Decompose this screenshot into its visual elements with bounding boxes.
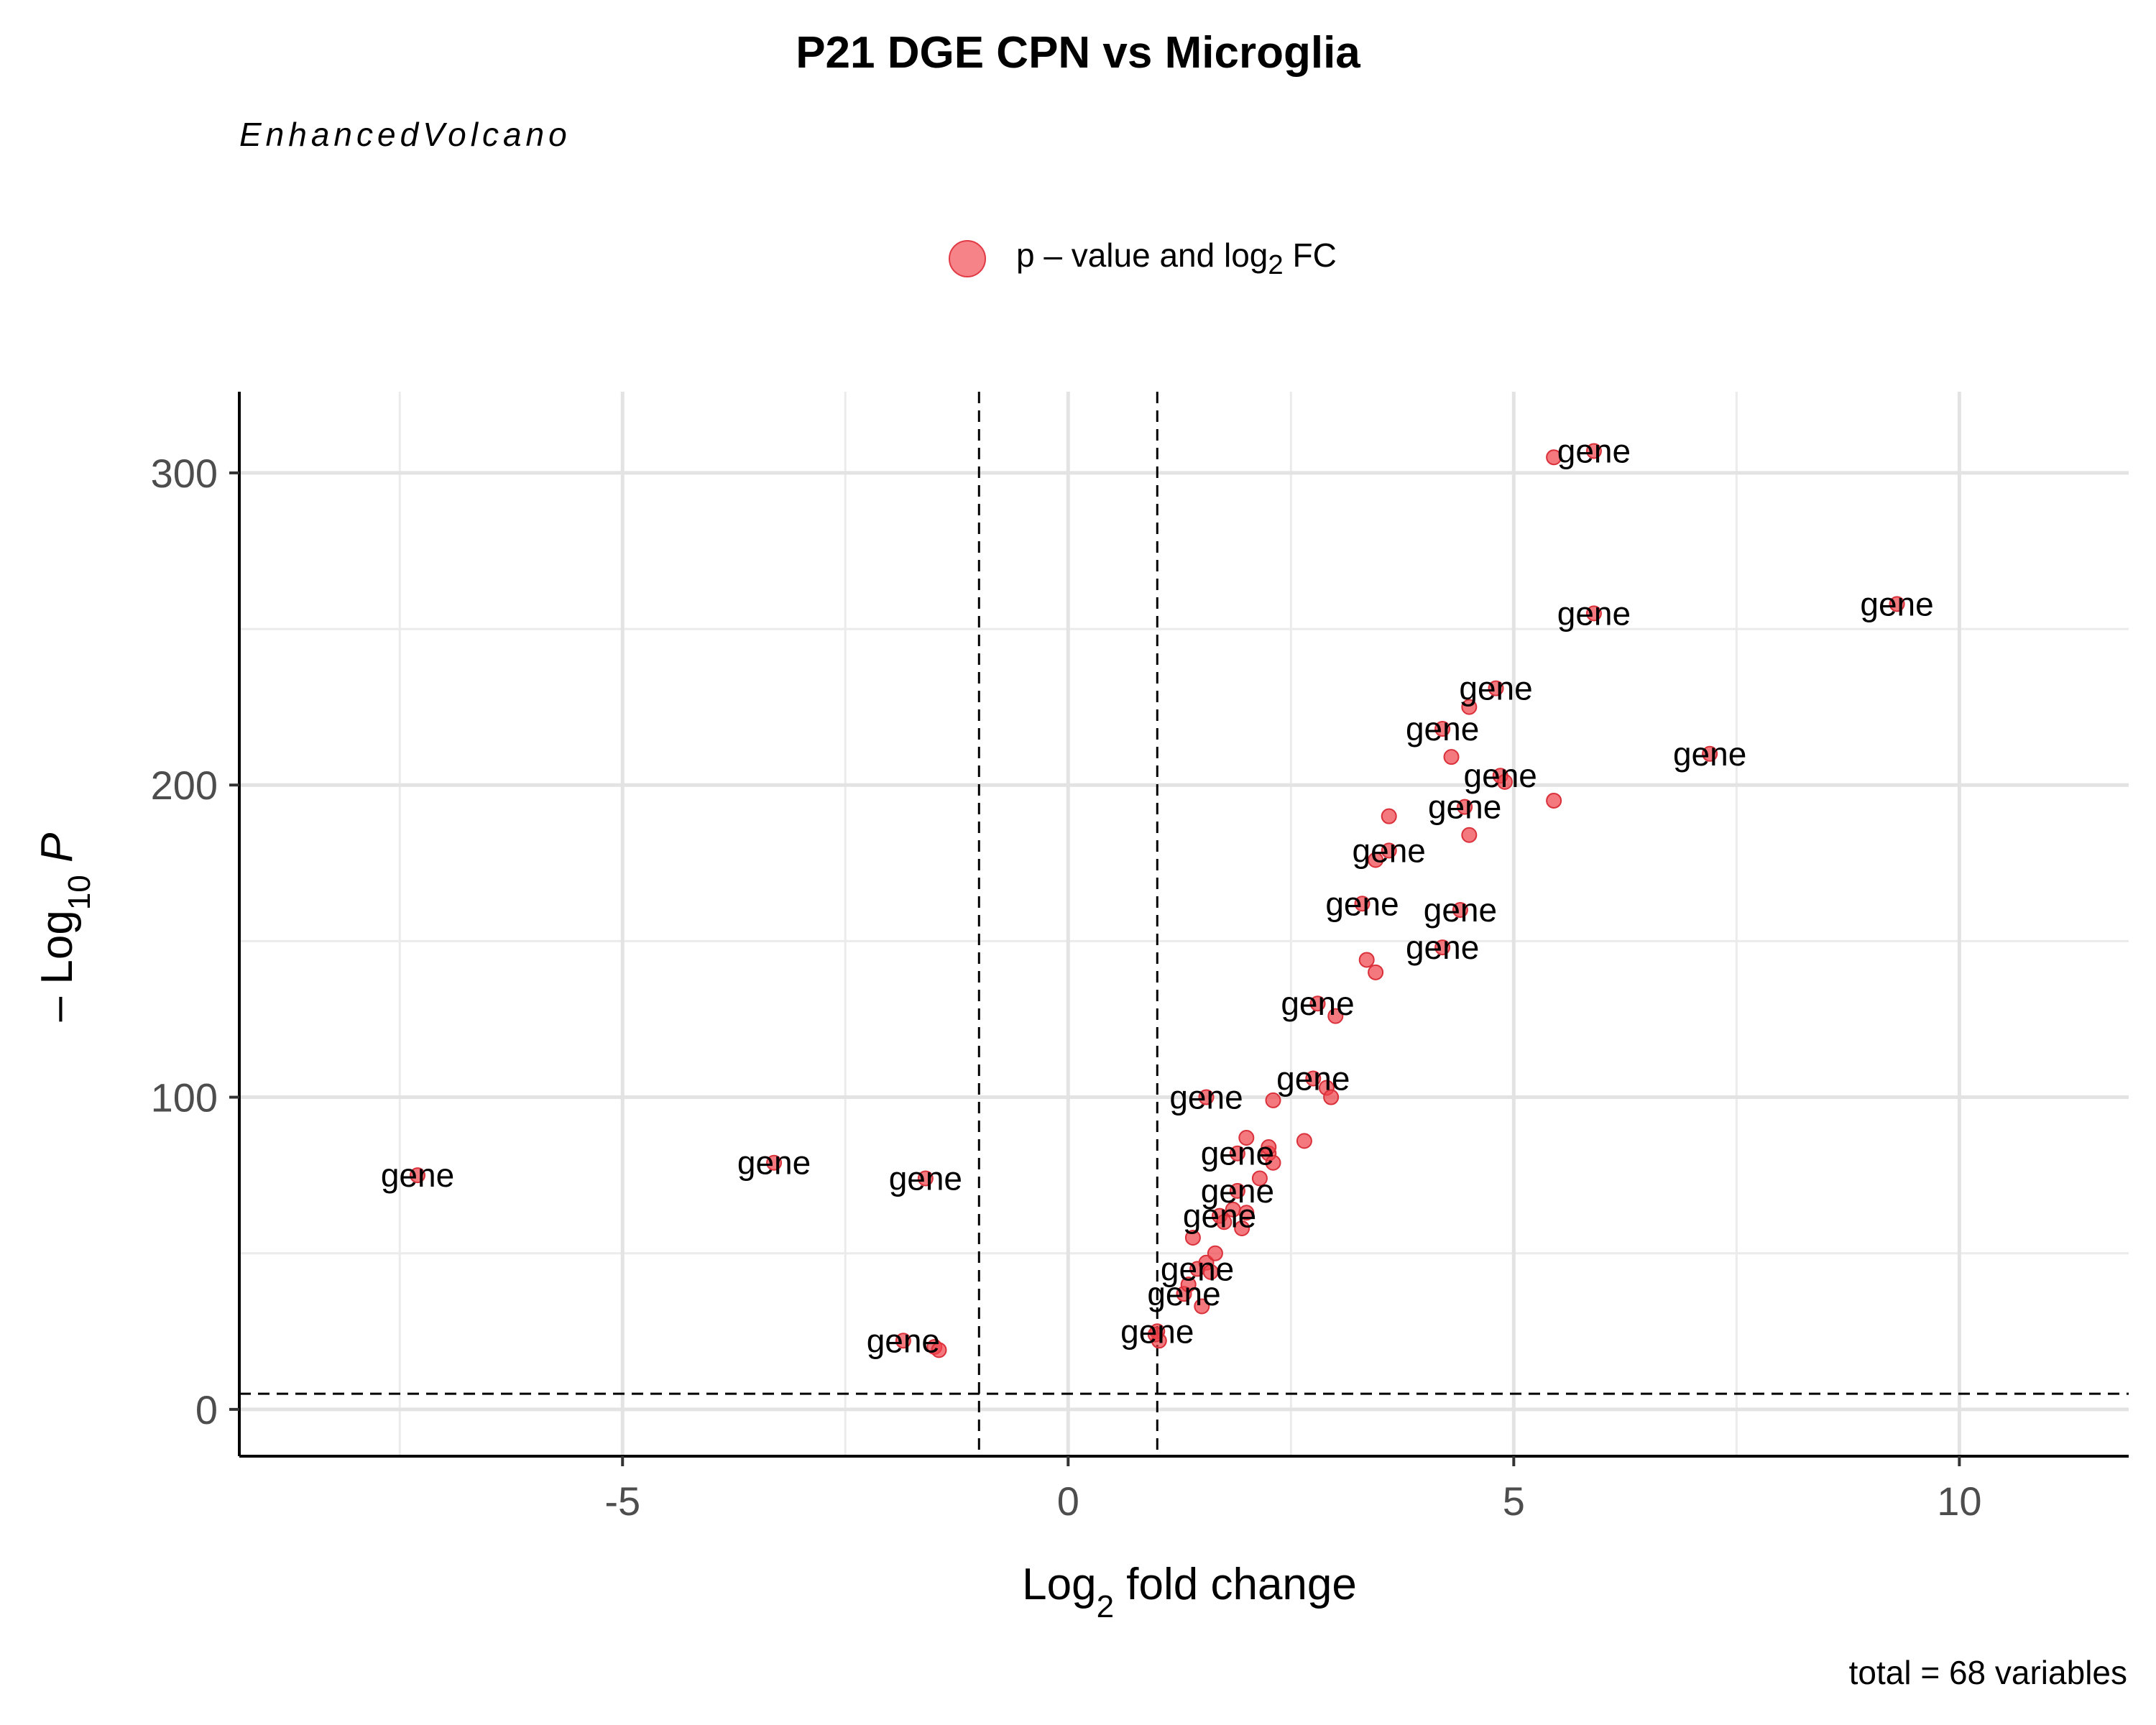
- gene-label: gene: [1169, 1079, 1243, 1116]
- data-point: [1889, 596, 1905, 612]
- gene-label: gene: [1325, 885, 1399, 922]
- data-point: [1180, 1276, 1197, 1293]
- gene-label: gene: [1281, 985, 1354, 1022]
- x-tick-label: -5: [604, 1478, 640, 1524]
- data-point: [1261, 1139, 1277, 1156]
- gene-label: gene: [1276, 1059, 1350, 1097]
- gene-label: gene: [1557, 433, 1631, 470]
- data-point: [766, 1154, 783, 1171]
- caption: total = 68 variables: [1848, 1654, 2127, 1691]
- data-point: [1184, 1229, 1201, 1246]
- data-point: [1585, 605, 1602, 622]
- gene-label: gene: [1120, 1312, 1194, 1350]
- data-point: [1381, 842, 1397, 859]
- gene-label: gene: [1201, 1135, 1274, 1172]
- data-point: [1585, 443, 1602, 459]
- gene-label: gene: [1428, 788, 1501, 826]
- data-point: [1198, 1089, 1215, 1105]
- data-point: [1546, 449, 1562, 466]
- gene-label: gene: [1459, 670, 1532, 707]
- data-point: [1234, 1220, 1250, 1236]
- data-point: [1296, 1133, 1312, 1149]
- data-points: [410, 443, 1905, 1358]
- axes: [229, 392, 2129, 1466]
- chart-subtitle: EnhancedVolcano: [239, 116, 571, 153]
- gene-label: gene: [1406, 929, 1479, 966]
- data-point: [1305, 1070, 1322, 1087]
- data-point: [1434, 721, 1451, 737]
- data-point: [1452, 901, 1468, 918]
- gene-label: gene: [1464, 757, 1537, 794]
- data-point: [1434, 939, 1451, 956]
- data-point: [1461, 699, 1478, 715]
- data-point: [1251, 1170, 1268, 1187]
- x-axis-title: Log2 fold change: [1022, 1560, 1357, 1624]
- gene-label: gene: [737, 1144, 811, 1182]
- gene-label: gene: [1183, 1197, 1256, 1235]
- data-point: [1358, 952, 1375, 968]
- data-point: [1443, 749, 1460, 765]
- gene-label: gene: [1557, 594, 1631, 632]
- gene-label: gene: [867, 1322, 940, 1359]
- x-tick-label: 10: [1937, 1478, 1981, 1524]
- data-point: [1265, 1154, 1281, 1171]
- data-point: [1147, 1326, 1164, 1343]
- cutoff-lines: [239, 392, 2129, 1456]
- data-point: [1202, 1264, 1219, 1280]
- gene-label: gene: [1860, 585, 1933, 622]
- data-point: [1368, 852, 1384, 868]
- x-tick-label: 0: [1057, 1478, 1079, 1524]
- grid: [239, 392, 2129, 1456]
- gene-label: gene: [1406, 710, 1479, 748]
- data-point: [1238, 1130, 1255, 1146]
- data-point: [1327, 1008, 1344, 1024]
- data-point: [1216, 1214, 1233, 1230]
- y-tick-label: 100: [151, 1075, 218, 1121]
- legend-marker: [949, 240, 986, 277]
- data-point: [1194, 1298, 1210, 1315]
- legend-label: p – value and log2 FC: [1016, 236, 1337, 281]
- gene-label: gene: [1353, 832, 1426, 869]
- data-point: [1229, 1182, 1245, 1199]
- y-axis-title: – Log10 P: [32, 833, 97, 1022]
- data-point: [931, 1342, 947, 1358]
- data-point: [1461, 827, 1478, 843]
- y-tick-label: 300: [151, 451, 218, 496]
- gene-label: gene: [1424, 891, 1497, 929]
- y-tick-label: 200: [151, 763, 218, 808]
- chart-title: P21 DGE CPN vs Microglia: [796, 28, 1360, 78]
- data-point: [1457, 799, 1473, 815]
- data-point: [1381, 808, 1397, 824]
- gene-label: gene: [1673, 735, 1746, 773]
- gene-label: gene: [1161, 1250, 1234, 1287]
- gene-label: gene: [1201, 1172, 1274, 1210]
- data-point: [1323, 1089, 1340, 1105]
- data-point: [1702, 745, 1718, 762]
- gene-label: gene: [1147, 1275, 1220, 1312]
- data-point: [1229, 1145, 1245, 1162]
- data-point: [410, 1167, 426, 1184]
- data-point: [895, 1333, 911, 1349]
- data-point: [1546, 792, 1562, 809]
- data-point: [1496, 773, 1513, 790]
- gene-label: gene: [381, 1156, 454, 1194]
- y-tick-label: 0: [195, 1387, 218, 1432]
- gene-label: gene: [889, 1159, 962, 1197]
- legend: p – value and log2 FC: [949, 230, 1337, 288]
- data-point: [917, 1170, 934, 1187]
- data-point: [1207, 1245, 1223, 1261]
- data-point: [1368, 964, 1384, 980]
- data-point: [1354, 896, 1370, 912]
- x-tick-label: 5: [1503, 1478, 1525, 1524]
- data-point: [1309, 995, 1326, 1012]
- data-point: [1265, 1092, 1281, 1108]
- data-point: [1238, 1205, 1255, 1221]
- data-point: [1488, 680, 1504, 696]
